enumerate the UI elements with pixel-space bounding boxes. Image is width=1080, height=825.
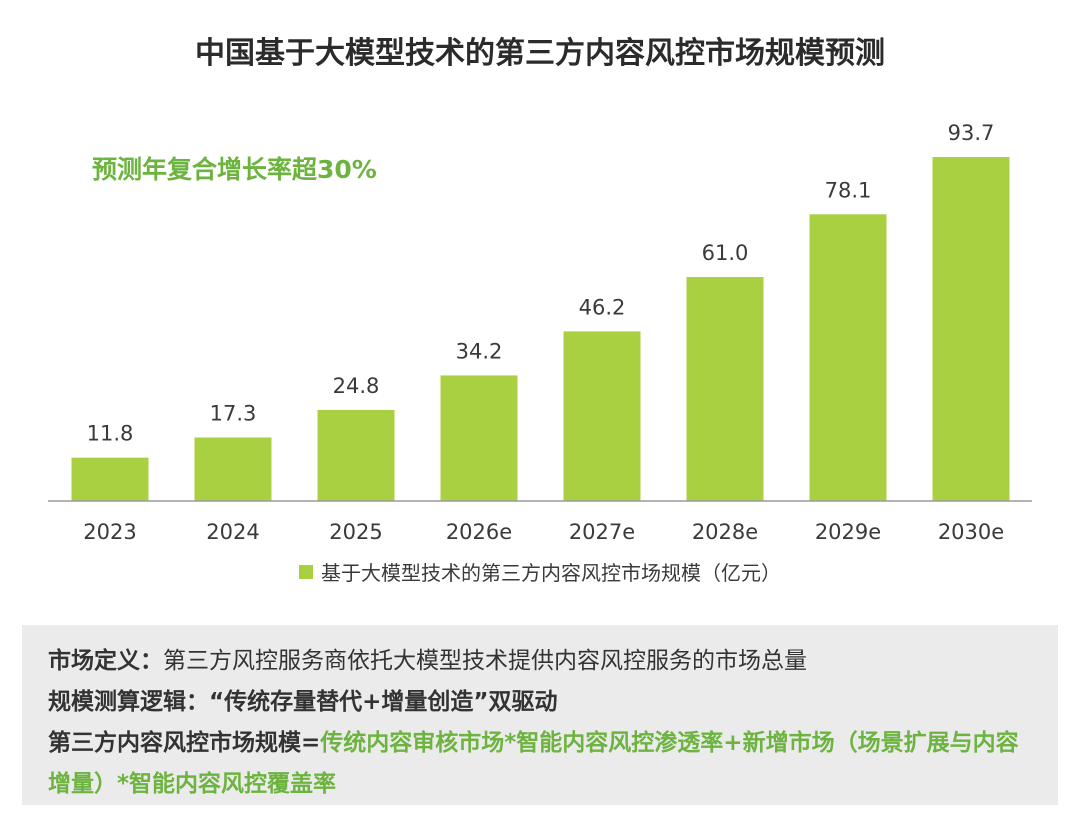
x-tick-label-2024: 2024	[206, 520, 259, 544]
market-definition-label: 市场定义：	[48, 648, 163, 674]
chart-title: 中国基于大模型技术的第三方内容风控市场规模预测	[195, 36, 885, 71]
value-label-2027e: 46.2	[579, 295, 626, 319]
bar-chart: 11.8 17.3 24.8 34.2 46.2 61.0 78.1 93.7 2023 202…	[48, 121, 1032, 544]
market-definition-text: 第三方风控服务商依托大模型技术提供内容风控服务的市场总量	[163, 648, 807, 674]
bar-2030e	[932, 157, 1010, 501]
bar-2025	[317, 409, 395, 501]
value-label-2025: 24.8	[333, 374, 380, 398]
calculation-logic-text: “传统存量替代+增量创造”双驱动	[209, 689, 558, 715]
cagr-annotation: 预测年复合增长率超30%	[92, 155, 377, 184]
formula-line: 第三方内容风控市场规模=传统内容审核市场*智能内容风控渗透率+新增市场（场景扩展…	[48, 723, 1032, 805]
value-label-2024: 17.3	[210, 401, 257, 425]
value-label-2023: 11.8	[87, 422, 134, 446]
calculation-logic-label: 规模测算逻辑：	[48, 689, 209, 715]
legend-swatch	[299, 564, 313, 579]
x-tick-label-2029e: 2029e	[815, 520, 881, 544]
calculation-logic-line: 规模测算逻辑：“传统存量替代+增量创造”双驱动	[48, 682, 1032, 723]
bar-2029e	[809, 214, 887, 501]
value-label-2030e: 93.7	[948, 121, 995, 145]
x-tick-label-2025: 2025	[329, 520, 382, 544]
bar-2028e	[686, 277, 764, 501]
bar-2026e	[440, 375, 518, 501]
x-tick-label-2026e: 2026e	[446, 520, 512, 544]
value-label-2028e: 61.0	[702, 241, 749, 265]
market-definition-line: 市场定义：第三方风控服务商依托大模型技术提供内容风控服务的市场总量	[48, 641, 1032, 682]
bar-2024	[194, 437, 272, 501]
x-tick-label-2027e: 2027e	[569, 520, 635, 544]
x-tick-label-2028e: 2028e	[692, 520, 758, 544]
x-tick-label-2030e: 2030e	[938, 520, 1004, 544]
legend: 基于大模型技术的第三方内容风控市场规模（亿元）	[0, 557, 1080, 586]
bar-2023	[71, 457, 149, 501]
value-label-2029e: 78.1	[825, 178, 872, 202]
x-tick-label-2023: 2023	[83, 520, 136, 544]
formula-label: 第三方内容风控市场规模=	[48, 730, 321, 756]
bar-2027e	[563, 331, 641, 501]
definition-box: 市场定义：第三方风控服务商依托大模型技术提供内容风控服务的市场总量 规模测算逻辑…	[22, 625, 1058, 805]
value-label-2026e: 34.2	[456, 339, 503, 363]
formula-text: 传统内容审核市场*智能内容风控渗透率+新增市场（场景扩展与内容增量）*智能内容风…	[48, 730, 1019, 797]
legend-label: 基于大模型技术的第三方内容风控市场规模（亿元）	[321, 561, 781, 585]
